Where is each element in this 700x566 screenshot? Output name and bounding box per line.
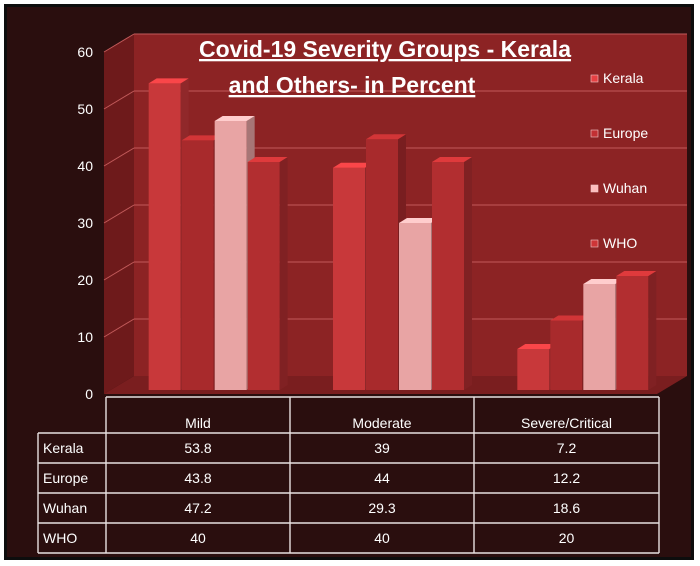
gridline-side bbox=[103, 90, 135, 110]
legend-marker bbox=[590, 239, 599, 248]
bar bbox=[550, 320, 583, 390]
legend-label: WHO bbox=[603, 235, 637, 251]
table-header-cell: Severe/Critical bbox=[521, 415, 612, 431]
table-cell: 12.2 bbox=[553, 470, 580, 486]
bar bbox=[399, 222, 431, 390]
y-tick-label: 0 bbox=[85, 386, 93, 402]
y-tick-label: 50 bbox=[77, 101, 93, 117]
bar bbox=[181, 140, 214, 390]
bar bbox=[214, 120, 247, 391]
bar bbox=[366, 139, 398, 390]
table-cell: 47.2 bbox=[184, 500, 211, 516]
table-cell: 18.6 bbox=[553, 500, 580, 516]
bars bbox=[148, 78, 657, 391]
y-tick-label: 20 bbox=[77, 272, 93, 288]
bar-top bbox=[399, 217, 439, 223]
bar-top bbox=[432, 157, 472, 162]
bar-side bbox=[648, 271, 657, 390]
table-cell: 29.3 bbox=[368, 500, 395, 516]
legend: Kerala Europe Wuhan WHO bbox=[590, 70, 648, 251]
chart-title: Covid-19 Severity Groups - Kerala and Ot… bbox=[199, 36, 571, 98]
table-cell: 40 bbox=[374, 530, 390, 546]
bar-top bbox=[214, 115, 255, 121]
data-table: Mild Moderate Severe/Critical Kerala 53.8 39 7… bbox=[37, 396, 660, 554]
bar bbox=[333, 167, 365, 390]
table-cell: 43.8 bbox=[184, 470, 211, 486]
bar-top bbox=[583, 278, 624, 284]
bar-top bbox=[517, 343, 558, 349]
bar-top bbox=[181, 135, 222, 141]
bar-top bbox=[333, 162, 373, 168]
table-cell: 53.8 bbox=[184, 440, 211, 456]
table-row-label: WHO bbox=[43, 530, 77, 546]
table-row-label: Europe bbox=[43, 470, 88, 486]
y-tick-label: 30 bbox=[77, 215, 93, 231]
bar bbox=[432, 162, 464, 390]
bar bbox=[616, 276, 649, 390]
legend-label: Wuhan bbox=[603, 180, 647, 196]
legend-marker bbox=[590, 74, 599, 83]
gridline-side bbox=[103, 261, 135, 281]
table-cell: 20 bbox=[559, 530, 575, 546]
y-tick-label: 40 bbox=[77, 158, 93, 174]
bar-top bbox=[247, 157, 288, 162]
title-line-2: and Others- in Percent bbox=[229, 72, 476, 98]
table-cell: 39 bbox=[374, 440, 390, 456]
bar-side bbox=[464, 157, 472, 390]
bar bbox=[247, 162, 280, 390]
table-cell: 44 bbox=[374, 470, 390, 486]
y-tick-label: 60 bbox=[77, 44, 93, 60]
legend-marker bbox=[590, 184, 599, 193]
legend-marker bbox=[590, 129, 599, 138]
table-cell: 40 bbox=[190, 530, 206, 546]
legend-label: Europe bbox=[603, 125, 648, 141]
bar bbox=[583, 283, 616, 390]
chart-frame: 0 10 20 30 40 50 60 Kerala Europe Wuhan WHO Mild M… bbox=[4, 4, 694, 560]
table-cell: 7.2 bbox=[557, 440, 577, 456]
y-tick-label: 10 bbox=[77, 329, 93, 345]
bar bbox=[148, 83, 181, 390]
gridline-side bbox=[103, 147, 135, 167]
bar bbox=[517, 348, 550, 390]
table-header-cell: Moderate bbox=[352, 415, 411, 431]
legend-label: Kerala bbox=[603, 70, 644, 86]
gridline-side bbox=[103, 318, 135, 338]
y-axis: 0 10 20 30 40 50 60 bbox=[77, 44, 93, 402]
bar-side bbox=[279, 157, 288, 390]
table-header-cell: Mild bbox=[185, 415, 211, 431]
title-line-1: Covid-19 Severity Groups - Kerala bbox=[199, 36, 571, 62]
table-row-label: Wuhan bbox=[43, 500, 87, 516]
bar-top bbox=[366, 134, 406, 140]
table-row-label: Kerala bbox=[43, 440, 84, 456]
bar-top bbox=[550, 315, 591, 321]
table-header bbox=[106, 397, 659, 433]
bar-top bbox=[148, 78, 189, 84]
gridline-side bbox=[103, 204, 135, 224]
bar-top bbox=[616, 271, 657, 276]
gridline-side bbox=[103, 33, 135, 53]
